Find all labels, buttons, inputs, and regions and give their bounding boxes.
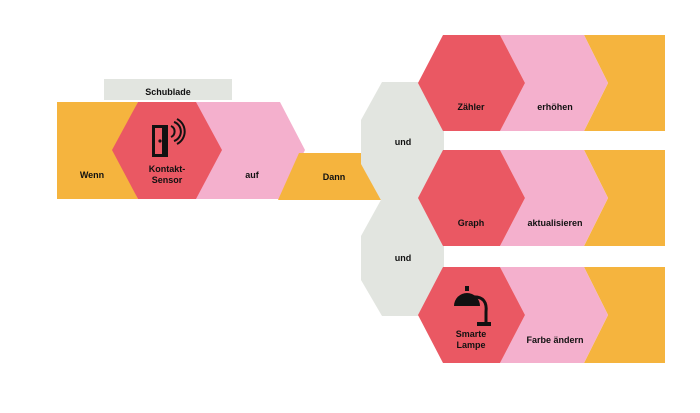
action-1-device-node <box>418 35 525 131</box>
auf-block <box>196 102 305 199</box>
action-3-end-block <box>584 267 665 363</box>
auf-label: auf <box>245 170 260 180</box>
action-3-action-label: Farbe ändern <box>526 335 583 345</box>
connector-und-1-label: und <box>395 137 412 147</box>
group-label-box <box>104 79 232 100</box>
wenn-block <box>57 102 138 199</box>
connector-und-2-label: und <box>395 253 412 263</box>
sensor-label-line2: Sensor <box>152 175 183 185</box>
action-1-device-label: Zähler <box>457 102 485 112</box>
action-2-action-block <box>500 150 608 246</box>
action-2-device-node <box>418 150 525 246</box>
action-3-action-block <box>500 267 608 363</box>
action-2-action-label: aktualisieren <box>527 218 582 228</box>
connector-und-2 <box>361 198 444 316</box>
desk-lamp-icon <box>454 286 491 326</box>
group-label: Schublade <box>145 87 191 97</box>
action-3-device-node <box>418 267 525 363</box>
action-3-device-label-line1: Smarte <box>456 329 487 339</box>
dann-label: Dann <box>323 172 346 182</box>
contact-sensor-icon <box>152 118 186 157</box>
action-1-action-block <box>500 35 608 131</box>
action-2-device-label: Graph <box>458 218 485 228</box>
action-2-end-block <box>584 150 665 246</box>
sensor-label-line1: Kontakt- <box>149 164 186 174</box>
action-3-device-label-line2: Lampe <box>456 340 485 350</box>
action-1-action-label: erhöhen <box>537 102 573 112</box>
dann-block <box>278 153 387 200</box>
connector-und-1 <box>361 82 444 202</box>
wenn-label: Wenn <box>80 170 104 180</box>
action-1-end-block <box>584 35 665 131</box>
